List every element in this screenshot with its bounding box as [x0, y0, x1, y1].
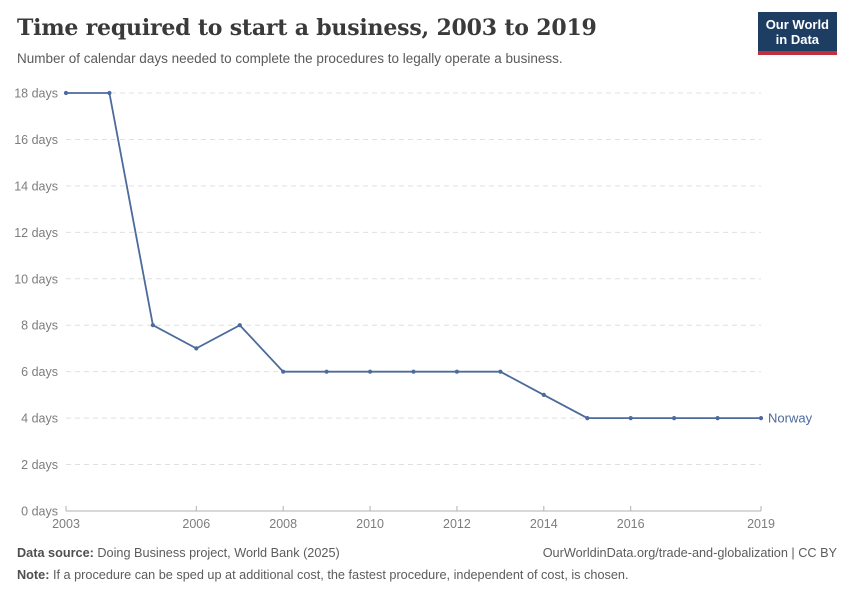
data-source-label: Data source: [17, 545, 94, 560]
data-point[interactable] [715, 416, 720, 421]
data-point[interactable] [541, 392, 546, 397]
data-line-norway [66, 92, 761, 420]
y-axis-tick-label: 4 days [21, 412, 58, 426]
chart-subtitle: Number of calendar days needed to comple… [17, 51, 563, 66]
data-point[interactable] [150, 323, 155, 328]
data-point[interactable] [498, 369, 503, 374]
data-point[interactable] [454, 369, 459, 374]
data-point[interactable] [585, 416, 590, 421]
note-label: Note: [17, 567, 50, 582]
owid-url-license[interactable]: OurWorldinData.org/trade-and-globalizati… [542, 545, 837, 560]
data-source-text: Doing Business project, World Bank (2025… [93, 545, 340, 560]
note-text: If a procedure can be sped up at additio… [49, 567, 629, 582]
y-axis-tick-label: 10 days [14, 272, 58, 286]
series-label-norway[interactable]: Norway [768, 411, 813, 426]
y-axis-tick-label: 12 days [14, 226, 58, 240]
y-axis-tick-label: 6 days [21, 365, 58, 379]
y-axis-tick-label: 0 days [21, 505, 58, 519]
data-point[interactable] [63, 90, 69, 96]
data-source-line: Data source: Doing Business project, Wor… [17, 542, 340, 564]
y-axis-tick-label: 2 days [21, 458, 58, 472]
data-point[interactable] [194, 346, 199, 351]
x-axis-tick-label: 2016 [617, 517, 645, 531]
owid-logo-line1: Our World [765, 17, 829, 32]
data-point[interactable] [628, 416, 633, 421]
y-axis-tick-label: 18 days [14, 87, 58, 101]
x-axis-tick-label: 2003 [52, 517, 80, 531]
data-point[interactable] [368, 369, 373, 374]
x-axis-tick-label: 2008 [269, 517, 297, 531]
data-point[interactable] [237, 323, 242, 328]
data-point[interactable] [324, 369, 329, 374]
owid-logo-line2: in Data [775, 32, 820, 48]
data-point[interactable] [758, 416, 764, 421]
x-axis-tick-label: 2010 [356, 517, 384, 531]
y-axis-tick-label: 8 days [21, 319, 58, 333]
x-axis-tick-label: 2012 [443, 517, 471, 531]
data-point[interactable] [672, 416, 677, 421]
x-axis-tick-label: 2019 [747, 517, 775, 531]
note-line: Note: If a procedure can be sped up at a… [17, 564, 629, 586]
y-axis-tick-label: 16 days [14, 133, 58, 147]
data-point[interactable] [107, 90, 112, 96]
x-axis-tick-label: 2006 [182, 517, 210, 531]
chart-title: Time required to start a business, 2003 … [17, 15, 597, 41]
owid-logo[interactable]: Our World in Data [757, 12, 837, 56]
y-axis-tick-label: 14 days [14, 179, 58, 193]
data-point[interactable] [281, 369, 286, 374]
data-point[interactable] [411, 369, 416, 374]
x-axis-tick-label: 2014 [530, 517, 558, 531]
chart-footer: Data source: Doing Business project, Wor… [17, 542, 837, 586]
